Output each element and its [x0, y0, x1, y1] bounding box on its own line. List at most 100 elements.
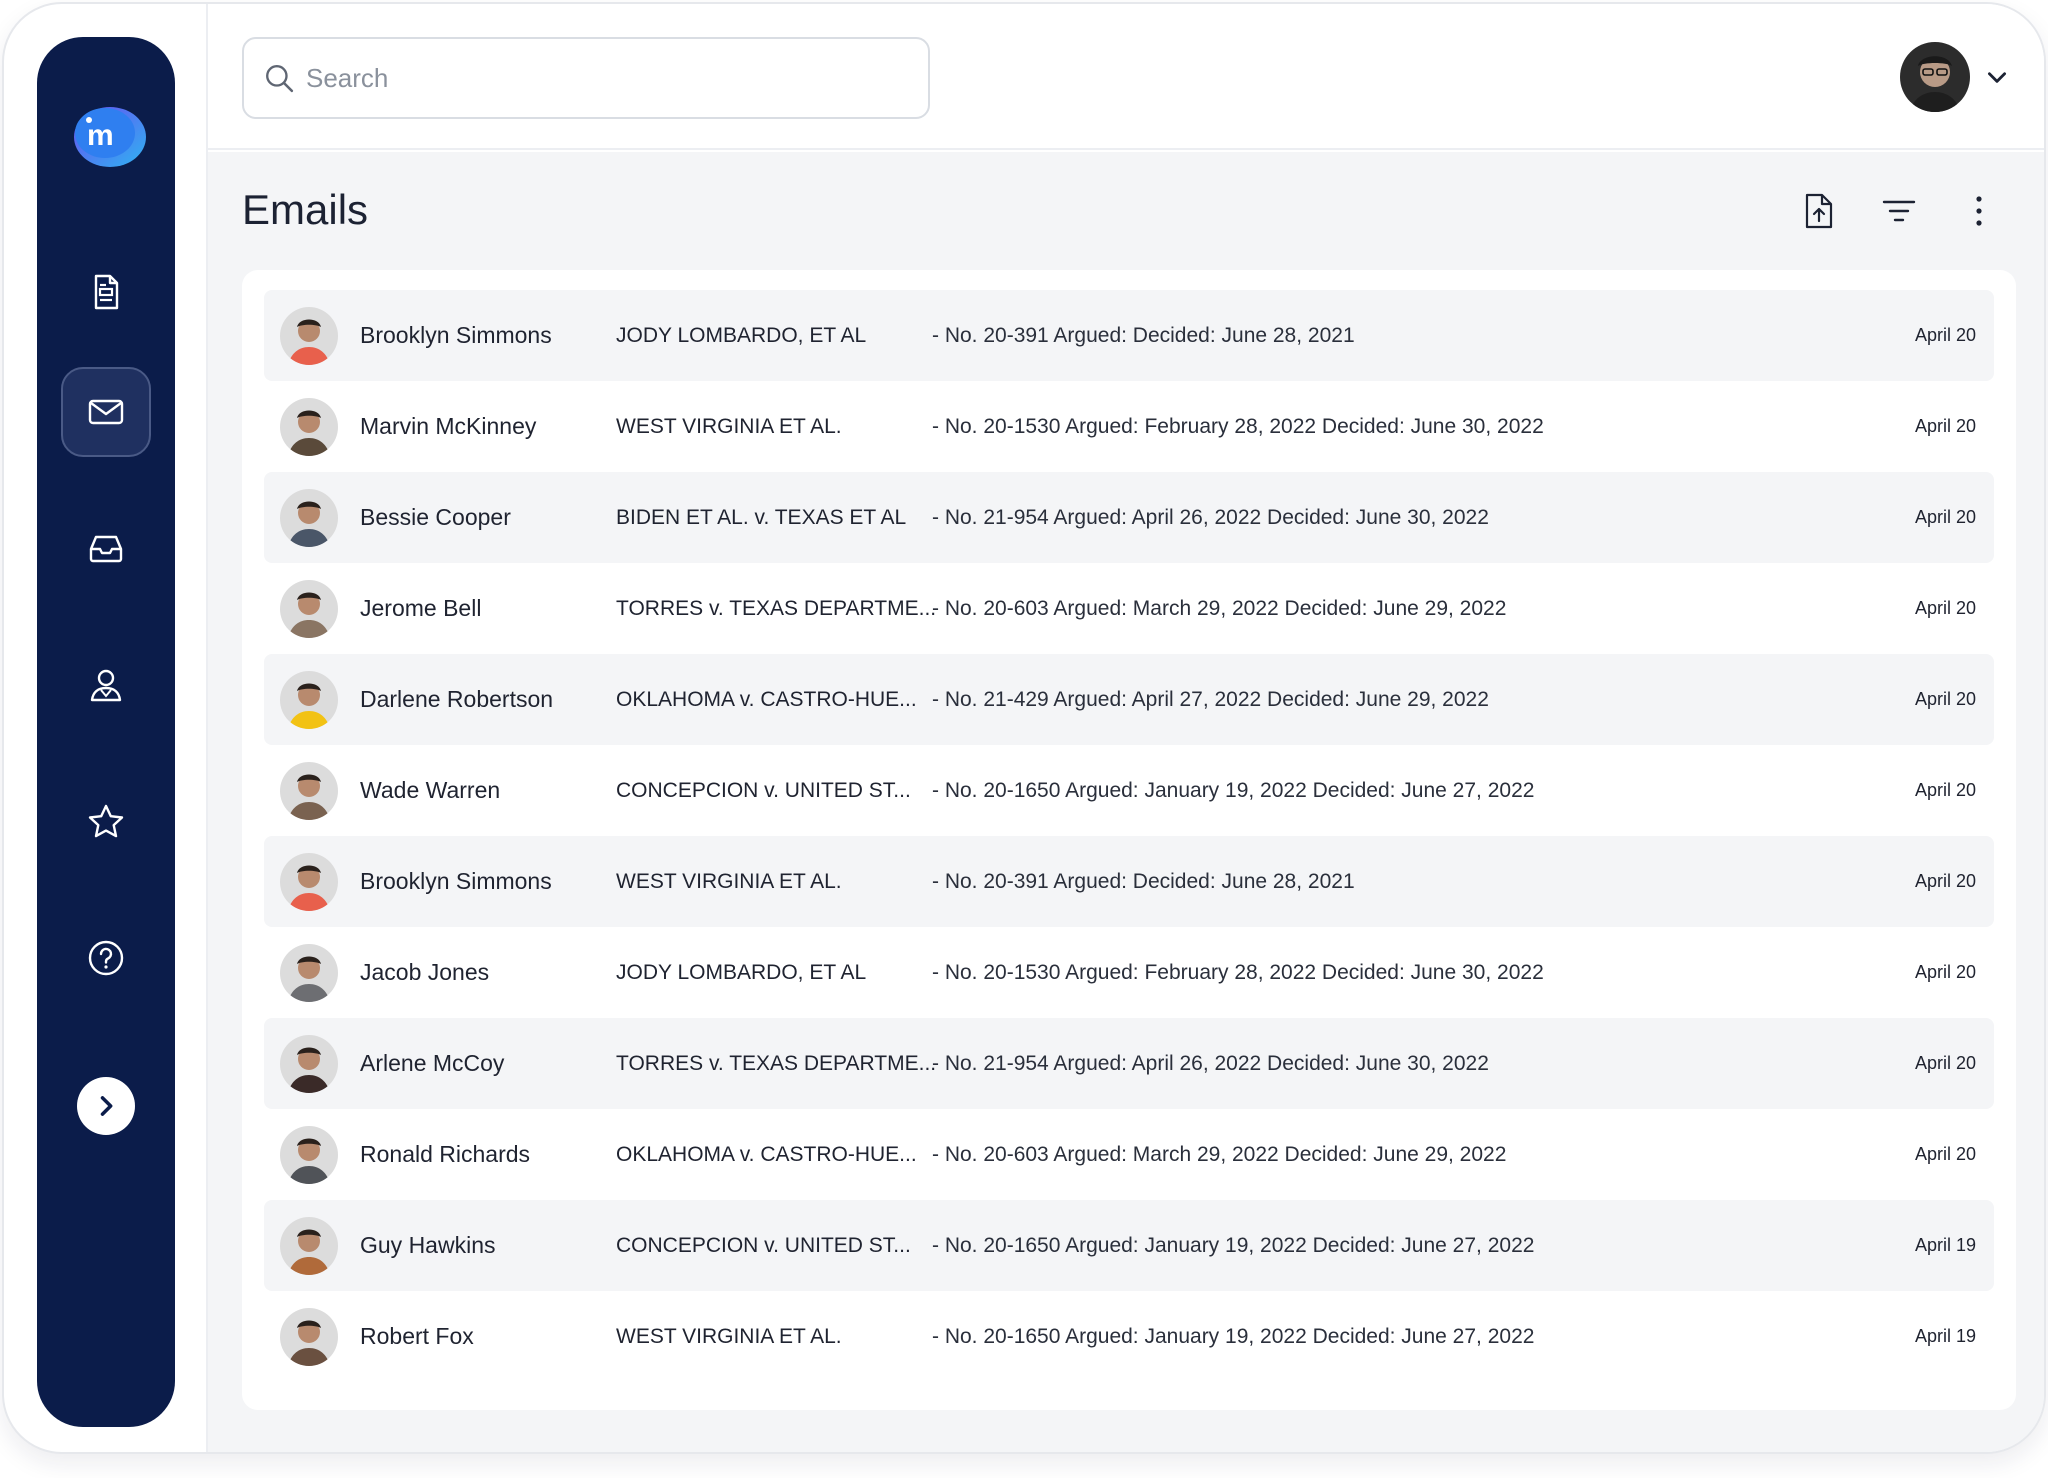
sender-name: Bessie Cooper	[360, 504, 511, 530]
sender-name: Darlene Robertson	[360, 686, 554, 712]
nav-documents[interactable]	[61, 247, 151, 337]
nav-help[interactable]	[61, 913, 151, 1003]
sender-name: Ronald Richards	[360, 1141, 531, 1167]
svg-text:m: m	[87, 119, 114, 152]
email-row[interactable]: Jerome Bell TORRES v. TEXAS DEPARTME... - …	[264, 563, 1994, 654]
nav-contacts[interactable]	[61, 640, 151, 730]
upload-file-icon	[1805, 193, 1833, 229]
search-box[interactable]	[242, 37, 930, 119]
help-icon	[88, 940, 124, 976]
email-subject: BIDEN ET AL. v. TEXAS ET AL	[616, 505, 907, 529]
star-icon	[88, 804, 124, 838]
email-subject: OKLAHOMA v. CASTRO-HUE...	[616, 1142, 917, 1166]
sender-name: Wade Warren	[360, 777, 501, 803]
more-vertical-icon	[1976, 196, 1982, 226]
document-icon	[94, 274, 119, 310]
sender-name: Arlene McCoy	[360, 1050, 505, 1076]
avatar	[280, 1034, 338, 1093]
sender-name: Brooklyn Simmons	[360, 868, 552, 894]
email-row[interactable]: Guy Hawkins CONCEPCION v. UNITED ST... - N…	[264, 1200, 1994, 1291]
email-preview: - No. 20-391 Argued: Decided: June 28, 2…	[932, 323, 1355, 347]
search-icon	[266, 65, 294, 93]
email-preview: - No. 21-954 Argued: April 26, 2022 Deci…	[932, 1051, 1489, 1075]
nav-inbox[interactable]	[61, 503, 151, 593]
avatar	[280, 306, 338, 365]
email-date: April 19	[1914, 1235, 1976, 1255]
user-icon	[90, 669, 122, 702]
email-date: April 20	[1914, 871, 1976, 891]
avatar	[280, 1216, 338, 1275]
app-logo[interactable]: m	[65, 93, 151, 179]
chevron-down-icon[interactable]	[1984, 64, 2010, 90]
email-date: April 20	[1914, 598, 1976, 618]
avatar[interactable]	[1900, 42, 1970, 112]
sidebar-divider	[206, 4, 208, 1452]
email-preview: - No. 20-1650 Argued: January 19, 2022 D…	[932, 778, 1535, 802]
email-date: April 20	[1914, 962, 1976, 982]
email-list: Brooklyn Simmons JODY LOMBARDO, ET AL - No…	[242, 270, 2016, 1410]
email-subject: WEST VIRGINIA ET AL.	[616, 414, 842, 438]
filter-button[interactable]	[1880, 190, 1918, 232]
avatar	[280, 943, 338, 1002]
email-row[interactable]: Darlene Robertson OKLAHOMA v. CASTRO-HUE.…	[264, 654, 1994, 745]
email-preview: - No. 21-429 Argued: April 27, 2022 Deci…	[932, 687, 1489, 711]
topbar	[208, 4, 2044, 150]
email-subject: TORRES v. TEXAS DEPARTME...	[616, 1051, 937, 1075]
search-input[interactable]	[306, 62, 906, 94]
more-options-button[interactable]	[1960, 190, 1998, 232]
sender-name: Jerome Bell	[360, 595, 482, 621]
email-preview: - No. 20-1650 Argued: January 19, 2022 D…	[932, 1233, 1535, 1257]
main-content: Emails	[208, 152, 2044, 1452]
avatar	[280, 670, 338, 729]
email-preview: - No. 20-391 Argued: Decided: June 28, 2…	[932, 869, 1355, 893]
avatar	[280, 1125, 338, 1184]
email-preview: - No. 20-603 Argued: March 29, 2022 Deci…	[932, 1142, 1507, 1166]
email-row[interactable]: Brooklyn Simmons JODY LOMBARDO, ET AL - No…	[264, 290, 1994, 381]
inbox-icon	[89, 535, 123, 563]
email-row[interactable]: Ronald Richards OKLAHOMA v. CASTRO-HUE...…	[264, 1109, 1994, 1200]
nav-favorites[interactable]	[61, 777, 151, 867]
email-subject: JODY LOMBARDO, ET AL	[616, 323, 867, 347]
email-row[interactable]: Brooklyn Simmons WEST VIRGINIA ET AL. - No…	[264, 836, 1994, 927]
toolbar	[1800, 190, 1998, 232]
email-subject: JODY LOMBARDO, ET AL	[616, 960, 867, 984]
sender-name: Marvin McKinney	[360, 413, 537, 439]
avatar	[280, 397, 338, 456]
email-date: April 20	[1914, 416, 1976, 436]
avatar	[280, 488, 338, 547]
email-row[interactable]: Arlene McCoy TORRES v. TEXAS DEPARTME... -…	[264, 1018, 1994, 1109]
avatar	[280, 761, 338, 820]
email-date: April 20	[1914, 1144, 1976, 1164]
sender-name: Robert Fox	[360, 1323, 474, 1349]
email-row[interactable]: Marvin McKinney WEST VIRGINIA ET AL. - No.…	[264, 381, 1994, 472]
email-subject: CONCEPCION v. UNITED ST...	[616, 1233, 911, 1257]
email-row[interactable]: Robert Fox WEST VIRGINIA ET AL. - No. 20-1…	[264, 1291, 1994, 1382]
avatar	[280, 579, 338, 638]
export-button[interactable]	[1800, 190, 1838, 232]
email-date: April 20	[1914, 780, 1976, 800]
email-subject: CONCEPCION v. UNITED ST...	[616, 778, 911, 802]
mail-icon	[88, 399, 124, 425]
email-date: April 20	[1914, 1053, 1976, 1073]
nav-emails[interactable]	[61, 367, 151, 457]
email-date: April 19	[1914, 1326, 1976, 1346]
sidebar: m	[37, 37, 175, 1427]
expand-sidebar-button[interactable]	[77, 1077, 135, 1135]
user-menu[interactable]	[1900, 42, 2010, 112]
email-preview: - No. 20-1650 Argued: January 19, 2022 D…	[932, 1324, 1535, 1348]
email-row[interactable]: Bessie Cooper BIDEN ET AL. v. TEXAS ET AL…	[264, 472, 1994, 563]
chevron-right-icon	[100, 1096, 113, 1116]
page-title: Emails	[242, 186, 369, 233]
email-row[interactable]: Wade Warren CONCEPCION v. UNITED ST... - N…	[264, 745, 1994, 836]
email-subject: WEST VIRGINIA ET AL.	[616, 869, 842, 893]
email-preview: - No. 20-1530 Argued: February 28, 2022 …	[932, 414, 1544, 438]
email-date: April 20	[1914, 325, 1976, 345]
email-row[interactable]: Jacob Jones JODY LOMBARDO, ET AL - No. 20-…	[264, 927, 1994, 1018]
email-preview: - No. 20-603 Argued: March 29, 2022 Deci…	[932, 596, 1507, 620]
avatar	[280, 852, 338, 911]
email-subject: OKLAHOMA v. CASTRO-HUE...	[616, 687, 917, 711]
email-preview: - No. 21-954 Argued: April 26, 2022 Deci…	[932, 505, 1489, 529]
email-date: April 20	[1914, 507, 1976, 527]
sender-name: Jacob Jones	[360, 959, 490, 985]
